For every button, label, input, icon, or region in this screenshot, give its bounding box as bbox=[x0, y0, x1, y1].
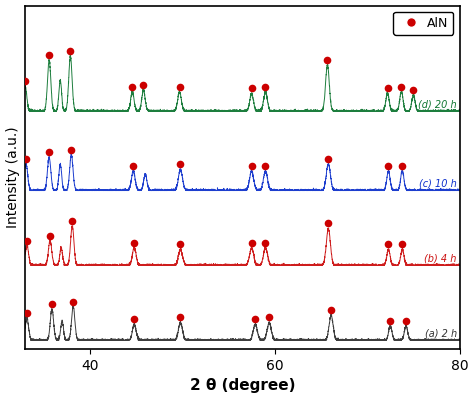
Text: (d) 20 h: (d) 20 h bbox=[418, 99, 457, 109]
X-axis label: 2 θ (degree): 2 θ (degree) bbox=[190, 378, 295, 393]
Text: (a) 2 h: (a) 2 h bbox=[425, 329, 457, 339]
Text: (b) 4 h: (b) 4 h bbox=[425, 254, 457, 264]
Y-axis label: Intensity (a.u.): Intensity (a.u.) bbox=[6, 126, 19, 228]
Text: (c) 10 h: (c) 10 h bbox=[419, 179, 457, 189]
Legend: AlN: AlN bbox=[393, 12, 454, 35]
